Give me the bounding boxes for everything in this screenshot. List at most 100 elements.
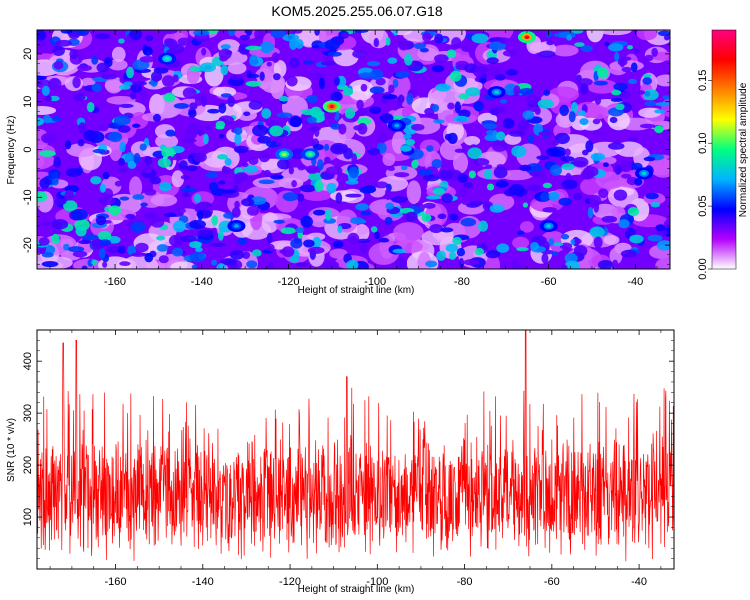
heatmap-cell [447,102,455,110]
heatmap-low-cell [655,74,670,87]
heatmap-cell [592,118,601,125]
heatmap-low-cell [37,106,57,115]
heatmap-field [37,30,670,269]
heatmap-cell [636,90,646,95]
x-tick-label: -160 [105,576,127,588]
heatmap-cell [119,103,134,108]
heatmap-cell [227,30,236,37]
heatmap-cell [611,89,622,96]
heatmap-cell [366,61,381,67]
heatmap-cell [91,55,99,65]
heatmap-cell [356,238,371,244]
heatmap-low-cell [309,212,330,228]
heatmap-cell [266,243,275,251]
heatmap-cell [63,200,78,212]
heatmap-cell [374,231,380,240]
heatmap-cell [615,103,625,111]
heatmap-cell [220,64,229,76]
heatmap-cell [517,120,530,132]
heatmap-low-cell [512,236,530,249]
heatmap-cell [369,69,384,81]
heatmap-cell [91,83,102,93]
heatmap-cell [495,180,509,188]
colorbar-tick-label: 0.10 [697,132,709,153]
heatmap-cell [468,170,476,179]
snr-y-ticks: 100 200 300 400 [22,340,674,559]
heatmap-low-cell [393,222,424,243]
heatmap-cell [132,194,145,200]
heatmap-cell [152,113,162,122]
heatmap-cell [332,240,344,249]
heatmap-low-cell [599,30,632,36]
heatmap-cell [277,159,291,170]
heatmap-cell [243,165,258,173]
heatmap-low-cell [149,94,183,119]
heatmap-cell [522,110,535,120]
heatmap-cell [474,247,485,256]
snr-panel: -160 -140 -120 -100 -80 -60 -40 100 200 300 400 H… [6,329,675,595]
heatmap-cell [246,260,258,269]
heatmap-cell [460,217,477,227]
colorbar-tick-label: 0.15 [697,70,709,91]
heatmap-low-cell [329,248,348,259]
heatmap-cell [645,192,659,200]
heatmap-cell [573,192,583,201]
heatmap-cell [248,156,259,165]
heatmap-cell [434,33,444,44]
x-tick-label: -60 [544,576,560,588]
heatmap-cell [554,132,570,145]
heatmap-cell [119,141,126,153]
heatmap-cell [270,174,284,180]
heatmap-cell [610,97,623,102]
heatmap-cell [189,102,198,110]
heatmap-cell [627,207,640,217]
heatmap-cell [593,80,608,86]
heatmap-cell [566,34,573,41]
heatmap-cell [291,180,297,188]
heatmap-cell [224,157,232,166]
heatmap-cell [77,64,92,72]
heatmap-cell [282,192,299,202]
heatmap-cell [72,250,88,258]
heatmap-cell [630,62,638,73]
heatmap-cell [382,94,398,100]
heatmap-cell [119,196,130,201]
heatmap-cell [618,219,630,229]
heatmap-cell [132,123,141,128]
heatmap-cell [402,133,412,140]
heatmap-cell [597,260,614,269]
heatmap-cell [178,160,188,170]
heatmap-cell [64,189,75,201]
heatmap-cell [295,227,305,233]
heatmap-y-ticks: -20 -10 0 10 20 [22,34,670,265]
heatmap-cell [621,66,633,73]
heatmap-cell [193,152,207,163]
heatmap-cell [561,179,578,190]
heatmap-low-cell [347,79,374,101]
heatmap-cell [165,129,176,137]
heatmap-cell [286,75,298,87]
heatmap-cell [172,220,186,233]
heatmap-cell [208,181,219,192]
heatmap-cell [144,212,158,219]
heatmap-cell [574,42,585,47]
y-tick-label: 20 [22,48,34,60]
heatmap-cell [150,216,165,228]
heatmap-cell [577,78,593,86]
heatmap-cell [86,101,95,113]
x-tick-label: -100 [366,576,388,588]
heatmap-cell [180,234,197,243]
heatmap-cell [266,232,273,244]
heatmap-cell [326,182,337,194]
heatmap-cell [288,166,295,175]
heatmap-cell [307,246,325,255]
heatmap-low-cell [382,153,396,167]
heatmap-cell [499,99,508,104]
heatmap-hotspot [641,171,647,176]
heatmap-cell [560,264,568,269]
heatmap-cell [217,229,224,241]
heatmap-cell [454,101,461,114]
heatmap-cell [387,57,398,64]
heatmap-cell [218,134,225,139]
heatmap-cell [590,152,605,161]
